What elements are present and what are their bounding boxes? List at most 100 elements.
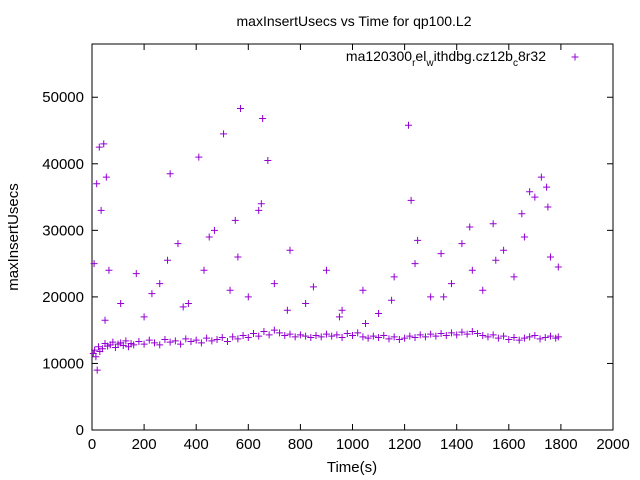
data-point (265, 331, 273, 339)
data-point (489, 220, 497, 228)
data-point (349, 331, 356, 339)
data-point (164, 256, 172, 264)
data-point (407, 196, 415, 204)
data-point (283, 306, 291, 314)
data-point (119, 341, 127, 349)
data-point (458, 240, 466, 248)
data-point (468, 266, 476, 274)
data-point (291, 333, 299, 341)
data-point (92, 353, 100, 361)
data-point (447, 329, 455, 337)
x-tick-label: 2000 (596, 436, 629, 453)
data-point (414, 236, 422, 244)
data-point (281, 331, 289, 339)
data-point (226, 286, 234, 294)
data-point (474, 330, 482, 337)
data-point (343, 330, 351, 337)
data-point (307, 333, 315, 341)
data-point (276, 329, 284, 337)
data-point (421, 333, 429, 341)
data-point (520, 233, 528, 241)
x-tick-label: 200 (132, 436, 157, 453)
data-point (135, 337, 143, 345)
data-point (257, 200, 265, 208)
data-point (463, 330, 471, 338)
x-tick-label: 800 (288, 436, 313, 453)
legend-label-part: ma120300 (346, 48, 412, 64)
data-point (213, 335, 221, 343)
data-point (440, 293, 448, 301)
legend-label-part: 8r32 (518, 48, 546, 64)
legend: ma120300relwithdbg.cz12bc8r32 (346, 48, 579, 69)
y-tick-label: 50000 (42, 89, 84, 106)
data-point (375, 310, 383, 318)
data-point (239, 331, 247, 339)
data-point (117, 300, 125, 308)
y-axis-label: maxInsertUsecs (5, 183, 22, 291)
data-point (210, 226, 218, 234)
data-point (148, 290, 156, 298)
y-tick-label: 0 (76, 422, 84, 439)
data-point (520, 334, 528, 342)
data-point (510, 333, 518, 341)
data-point (338, 306, 346, 314)
legend-marker (571, 53, 579, 61)
data-point (492, 256, 500, 264)
data-point (442, 331, 450, 339)
data-point (385, 335, 393, 343)
data-point (518, 210, 526, 218)
data-point (317, 333, 325, 341)
data-point (335, 313, 343, 321)
data-point (130, 341, 138, 349)
data-point (184, 300, 192, 308)
data-point (388, 296, 396, 304)
data-point (260, 328, 268, 336)
data-point (395, 335, 403, 343)
data-point (195, 153, 203, 161)
data-point (244, 293, 252, 301)
data-point (236, 105, 244, 113)
x-tick-label: 0 (88, 436, 96, 453)
data-point (250, 330, 258, 337)
data-point (223, 337, 231, 345)
x-tick-label: 400 (184, 436, 209, 453)
data-point (554, 263, 562, 271)
data-point (109, 338, 117, 346)
data-point (380, 331, 388, 339)
data-point (101, 316, 109, 324)
data-point (390, 333, 398, 341)
data-point (187, 337, 195, 345)
data-point (411, 333, 419, 341)
data-point (255, 206, 263, 214)
data-point (322, 330, 330, 338)
data-point (375, 333, 383, 341)
data-point (93, 366, 101, 374)
data-point (145, 336, 153, 344)
chart-title: maxInsertUsecs vs Time for qp100.L2 (237, 13, 472, 29)
data-point (90, 260, 98, 268)
data-point (405, 121, 413, 129)
data-point (296, 331, 304, 339)
data-point (466, 223, 474, 231)
series-points (89, 105, 562, 374)
data-point (166, 338, 174, 346)
data-point (105, 266, 113, 274)
data-point (531, 193, 539, 201)
data-point (95, 143, 103, 151)
data-point (244, 333, 252, 341)
data-point (416, 331, 424, 339)
data-point (151, 339, 159, 347)
data-point (171, 337, 179, 345)
data-point (427, 293, 435, 301)
data-point (536, 335, 544, 343)
data-point (531, 331, 539, 339)
data-point (140, 313, 148, 321)
data-point (270, 280, 278, 288)
data-point (255, 332, 263, 340)
data-point (515, 336, 523, 344)
data-point (182, 335, 190, 343)
data-point (505, 335, 513, 343)
data-point (234, 253, 242, 261)
data-point (322, 266, 330, 274)
